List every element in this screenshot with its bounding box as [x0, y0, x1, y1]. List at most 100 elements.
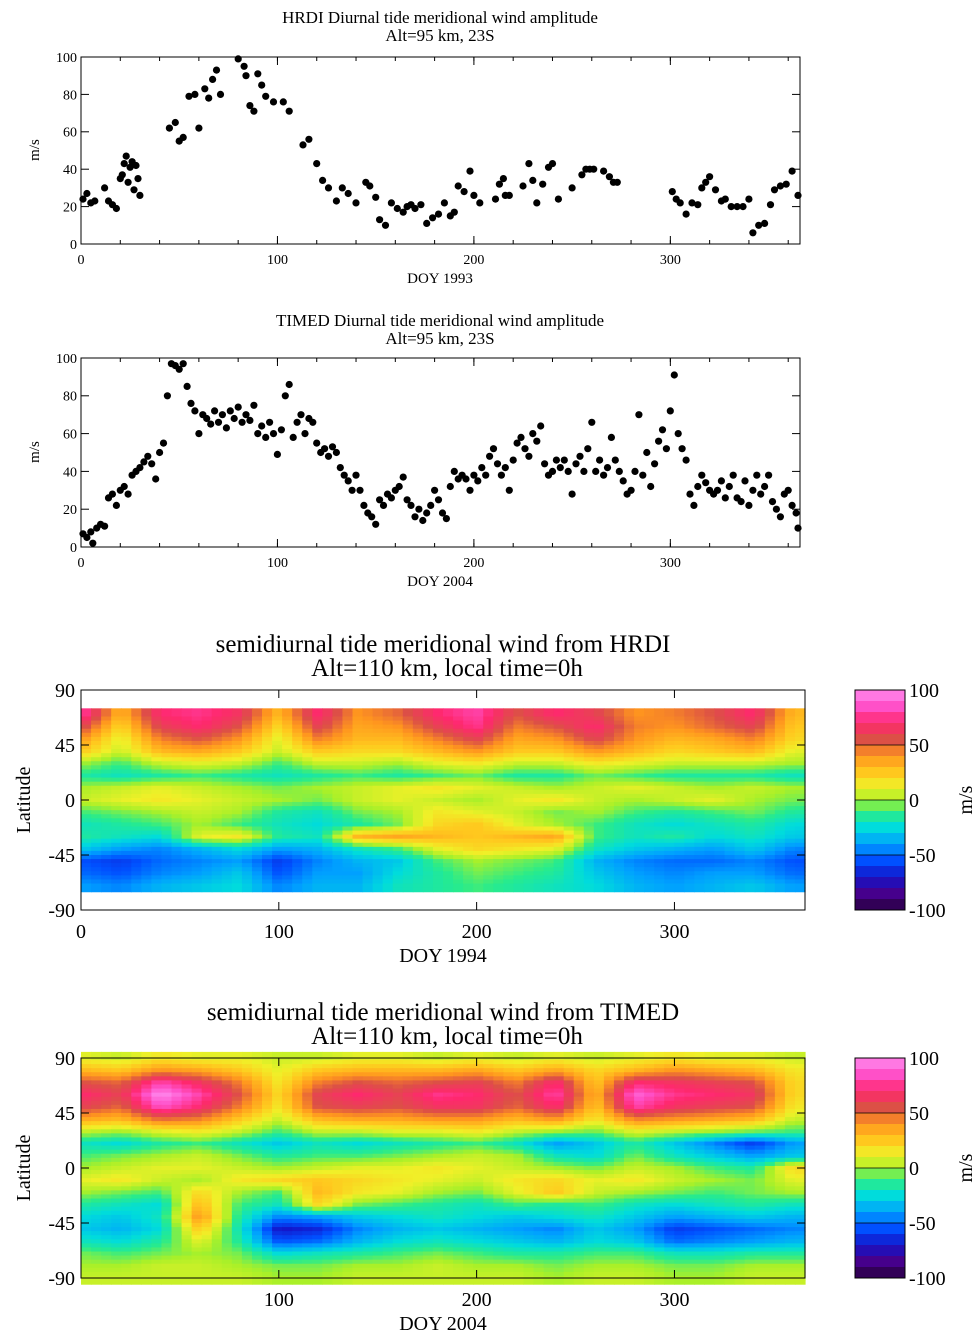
heatmap-cell [332, 793, 344, 799]
heatmap-cell [493, 777, 504, 783]
heatmap-cell [613, 765, 625, 771]
heatmap-cell [352, 1051, 364, 1057]
heatmap-cell [111, 887, 122, 893]
heatmap-cell [362, 871, 374, 876]
heatmap-cell [111, 769, 122, 775]
heatmap-cell [181, 1068, 193, 1073]
heatmap-cell [382, 850, 394, 856]
data-point [729, 471, 737, 479]
heatmap-cell [201, 789, 213, 795]
heatmap-cell [473, 834, 484, 840]
heatmap-cell [382, 822, 394, 828]
data-point [678, 445, 686, 453]
heatmap-cell [332, 1088, 344, 1094]
heatmap-cell [714, 732, 726, 738]
heatmap-cell [111, 1072, 122, 1077]
heatmap-cell [573, 830, 585, 836]
heatmap-cell [221, 830, 233, 836]
heatmap-cell [372, 1100, 384, 1106]
heatmap-cell [463, 1084, 474, 1090]
heatmap-cell [443, 879, 454, 885]
heatmap-cell [463, 753, 474, 758]
heatmap-cell [533, 855, 545, 860]
heatmap-cell [593, 818, 605, 823]
heatmap-cell [553, 712, 565, 718]
heatmap-cell [91, 740, 102, 746]
heatmap-cell [593, 712, 605, 718]
heatmap-cell [272, 781, 283, 787]
heatmap-cell [613, 728, 625, 734]
heatmap-cell [704, 859, 716, 864]
heatmap-cell [724, 1100, 736, 1106]
heatmap-cell [744, 773, 756, 779]
heatmap-cell [372, 740, 384, 746]
data-point [211, 407, 219, 415]
heatmap-cell [181, 887, 193, 893]
heatmap-cell [744, 850, 756, 856]
heatmap-cell [282, 850, 293, 856]
heatmap-cell [171, 1113, 183, 1118]
heatmap-cell [573, 793, 585, 799]
heatmap-cell [352, 810, 364, 815]
heatmap-cell [342, 761, 354, 766]
heatmap-cell [483, 838, 494, 844]
heatmap-cell [443, 716, 454, 722]
heatmap-cell [453, 814, 464, 819]
heatmap-cell [292, 781, 303, 787]
heatmap-cell [191, 1080, 203, 1086]
heatmap-cell [372, 789, 384, 795]
heatmap-cell [503, 859, 514, 864]
heatmap-cell [583, 871, 595, 876]
data-point [588, 418, 596, 426]
heatmap-cell [774, 753, 786, 758]
heatmap-cell [704, 708, 716, 713]
heatmap-cell [563, 708, 575, 713]
heatmap-cell [644, 789, 655, 795]
heatmap-cell [744, 838, 756, 844]
heatmap-cell [262, 846, 273, 852]
heatmap-cell [292, 785, 303, 791]
heatmap-cell [181, 879, 193, 885]
heatmap-cell [603, 1088, 615, 1094]
heatmap-cell [543, 724, 555, 730]
heatmap-cell [312, 773, 323, 779]
heatmap-cell [422, 879, 434, 885]
heatmap-cell [573, 1092, 585, 1098]
heatmap-cell [593, 826, 605, 832]
heatmap-cell [181, 863, 193, 868]
heatmap-cell [262, 765, 273, 771]
heatmap-cell [613, 797, 625, 803]
heatmap-cell [563, 802, 575, 807]
heatmap-cell [734, 806, 746, 811]
heatmap-cell [493, 773, 504, 779]
heatmap-cell [624, 712, 635, 718]
heatmap-cell [453, 850, 464, 856]
heatmap-cell [644, 1104, 655, 1110]
heatmap-cell [171, 875, 183, 881]
heatmap-cell [81, 740, 92, 746]
heatmap-cell [412, 732, 424, 738]
heatmap-cell [402, 785, 414, 791]
data-point [568, 490, 576, 498]
heatmap-cell [181, 818, 193, 823]
heatmap-cell [382, 1060, 394, 1065]
heatmap-cell [634, 1096, 645, 1102]
heatmap-cell [744, 846, 756, 852]
heatmap-cell [292, 1096, 303, 1102]
heatmap-cell [161, 883, 173, 889]
heatmap-cell [654, 749, 665, 754]
heatmap-cell [262, 797, 273, 803]
heatmap-cell [81, 749, 92, 754]
heatmap-cell [553, 859, 565, 864]
heatmap-cell [784, 875, 796, 881]
heatmap-cell [221, 732, 233, 738]
heatmap-cell [754, 1113, 766, 1118]
heatmap-cell [292, 818, 303, 823]
data-point [765, 471, 773, 479]
heatmap-cell [121, 1072, 132, 1077]
heatmap-cell [241, 724, 253, 730]
heatmap-cell [241, 761, 253, 766]
heatmap-cell [503, 781, 514, 787]
heatmap-cell [342, 810, 354, 815]
